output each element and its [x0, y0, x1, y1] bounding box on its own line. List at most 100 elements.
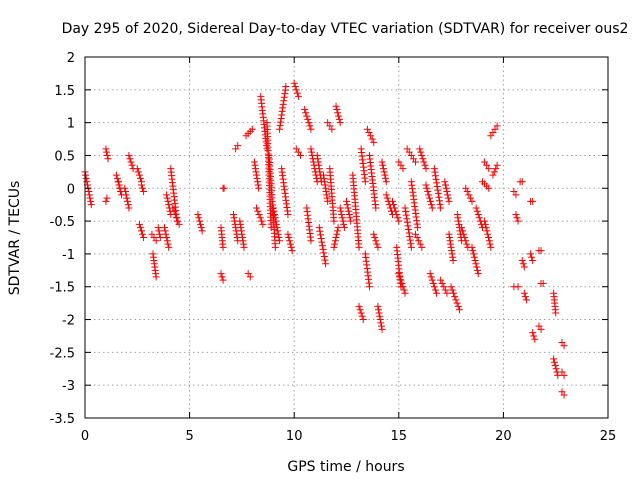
data-point [537, 247, 545, 255]
data-point [330, 243, 338, 251]
data-point [357, 309, 365, 317]
data-point [445, 230, 453, 238]
data-point [315, 165, 323, 173]
data-point [399, 283, 407, 291]
data-point [236, 217, 244, 225]
data-point [355, 302, 363, 310]
data-point [537, 325, 545, 333]
data-point [490, 168, 498, 176]
data-point [419, 155, 427, 163]
data-point [539, 279, 547, 287]
data-point [165, 243, 173, 251]
data-point [471, 256, 479, 264]
data-point [338, 214, 346, 222]
data-point [432, 172, 440, 180]
data-point [474, 270, 482, 278]
data-point [280, 93, 288, 101]
data-point [339, 217, 347, 225]
data-point [87, 201, 95, 209]
data-point [335, 112, 343, 120]
data-point [278, 111, 286, 119]
data-point [324, 197, 332, 205]
data-point [287, 243, 295, 251]
data-point [518, 178, 526, 186]
data-point [402, 211, 410, 219]
data-point [406, 233, 414, 241]
data-point [530, 332, 538, 340]
data-point [344, 204, 352, 212]
data-point [112, 171, 120, 179]
data-point [140, 188, 148, 196]
data-point [290, 79, 298, 87]
data-point [520, 263, 528, 271]
data-point [512, 191, 520, 199]
data-point [332, 234, 340, 241]
x-tick-label: 5 [185, 429, 193, 444]
data-point [163, 237, 171, 245]
data-point [284, 230, 292, 238]
data-point [406, 236, 414, 244]
data-point [433, 182, 441, 190]
data-point [276, 237, 284, 245]
data-point [378, 325, 386, 333]
y-tick-label: 1.5 [54, 84, 75, 99]
data-point [318, 242, 326, 250]
data-point [493, 161, 501, 169]
y-tick-label: 1 [67, 117, 75, 132]
data-point [296, 151, 304, 159]
data-point [135, 171, 143, 179]
data-point [87, 197, 95, 205]
data-point [196, 217, 204, 225]
data-point [125, 151, 133, 159]
data-point [383, 194, 391, 202]
data-point [316, 168, 324, 176]
data-point [279, 104, 287, 112]
data-point [323, 194, 331, 202]
data-point [374, 302, 382, 310]
data-point [427, 201, 435, 209]
data-point [248, 125, 256, 133]
data-point [451, 293, 459, 301]
data-point [470, 253, 478, 261]
y-tick-label: -3.5 [50, 412, 75, 427]
data-point [513, 214, 521, 222]
data-point [474, 266, 482, 274]
data-point [432, 175, 440, 183]
data-point [163, 191, 171, 199]
data-point [527, 250, 535, 258]
data-point [281, 86, 289, 94]
data-point [482, 224, 490, 232]
y-axis-label: SDTVAR / TECUs [7, 181, 23, 296]
data-point [282, 83, 290, 91]
data-point [432, 289, 440, 297]
data-point [374, 243, 382, 251]
data-point [328, 125, 336, 133]
data-point [368, 135, 376, 143]
data-point [103, 194, 111, 202]
data-point [447, 283, 455, 291]
data-point [454, 214, 462, 222]
data-point [133, 165, 141, 173]
data-point [514, 283, 522, 291]
data-point [448, 250, 456, 258]
data-point [162, 230, 170, 238]
data-point [323, 191, 331, 199]
data-point [404, 222, 412, 230]
data-point [161, 227, 169, 235]
data-point [338, 211, 346, 219]
data-point [485, 165, 493, 173]
data-point [253, 171, 261, 179]
data-point [440, 283, 448, 291]
data-point [422, 165, 430, 173]
data-point [320, 174, 328, 182]
data-point [198, 227, 206, 235]
data-point [272, 217, 280, 225]
data-point [431, 168, 439, 176]
data-point [436, 200, 444, 208]
data-point [286, 240, 294, 248]
data-point [321, 256, 329, 264]
data-point [122, 191, 130, 199]
data-point [474, 211, 482, 219]
data-point [470, 250, 478, 258]
